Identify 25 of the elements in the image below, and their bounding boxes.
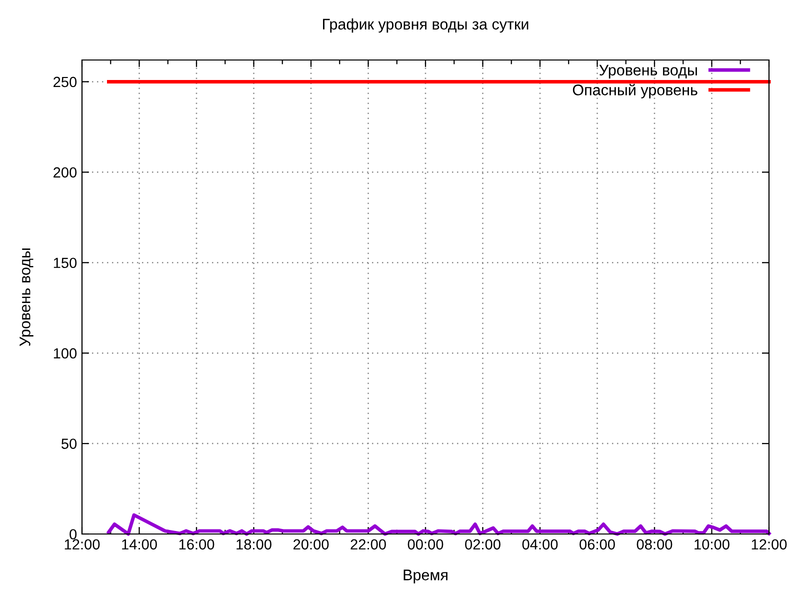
- y-tick-label: 50: [62, 438, 77, 449]
- x-tick-label: 14:00: [122, 539, 157, 550]
- x-axis-title: Время: [404, 570, 448, 584]
- x-tick-label: 10:00: [694, 539, 730, 550]
- x-tick-label: 04:00: [522, 539, 558, 550]
- x-tick-label: 02:00: [465, 539, 500, 550]
- x-tick-label: 06:00: [580, 539, 615, 550]
- y-tick-label: 150: [54, 258, 77, 268]
- legend-label: Опасный уровень: [572, 84, 698, 98]
- line-series: [106, 513, 771, 536]
- x-tick-label: 16:00: [179, 539, 214, 550]
- x-tick-label: 22:00: [350, 539, 386, 550]
- x-tick-label: 20:00: [293, 539, 329, 550]
- y-tick-label: 200: [54, 167, 77, 178]
- y-tick-label: 100: [54, 348, 77, 359]
- y-axis-title: Уровень воды: [20, 248, 34, 346]
- y-tick-label: 0: [70, 529, 77, 540]
- x-tick-label: 00:00: [408, 539, 444, 550]
- x-tick-label: 12:00: [64, 539, 100, 550]
- chart-title: График уровня воды за сутки: [323, 18, 528, 33]
- legend-label: Уровень воды: [599, 64, 697, 79]
- x-tick-label: 08:00: [636, 539, 672, 550]
- x-tick-label: 12:00: [752, 539, 787, 550]
- y-tick-label: 250: [54, 76, 77, 88]
- x-tick-label: 18:00: [236, 539, 272, 550]
